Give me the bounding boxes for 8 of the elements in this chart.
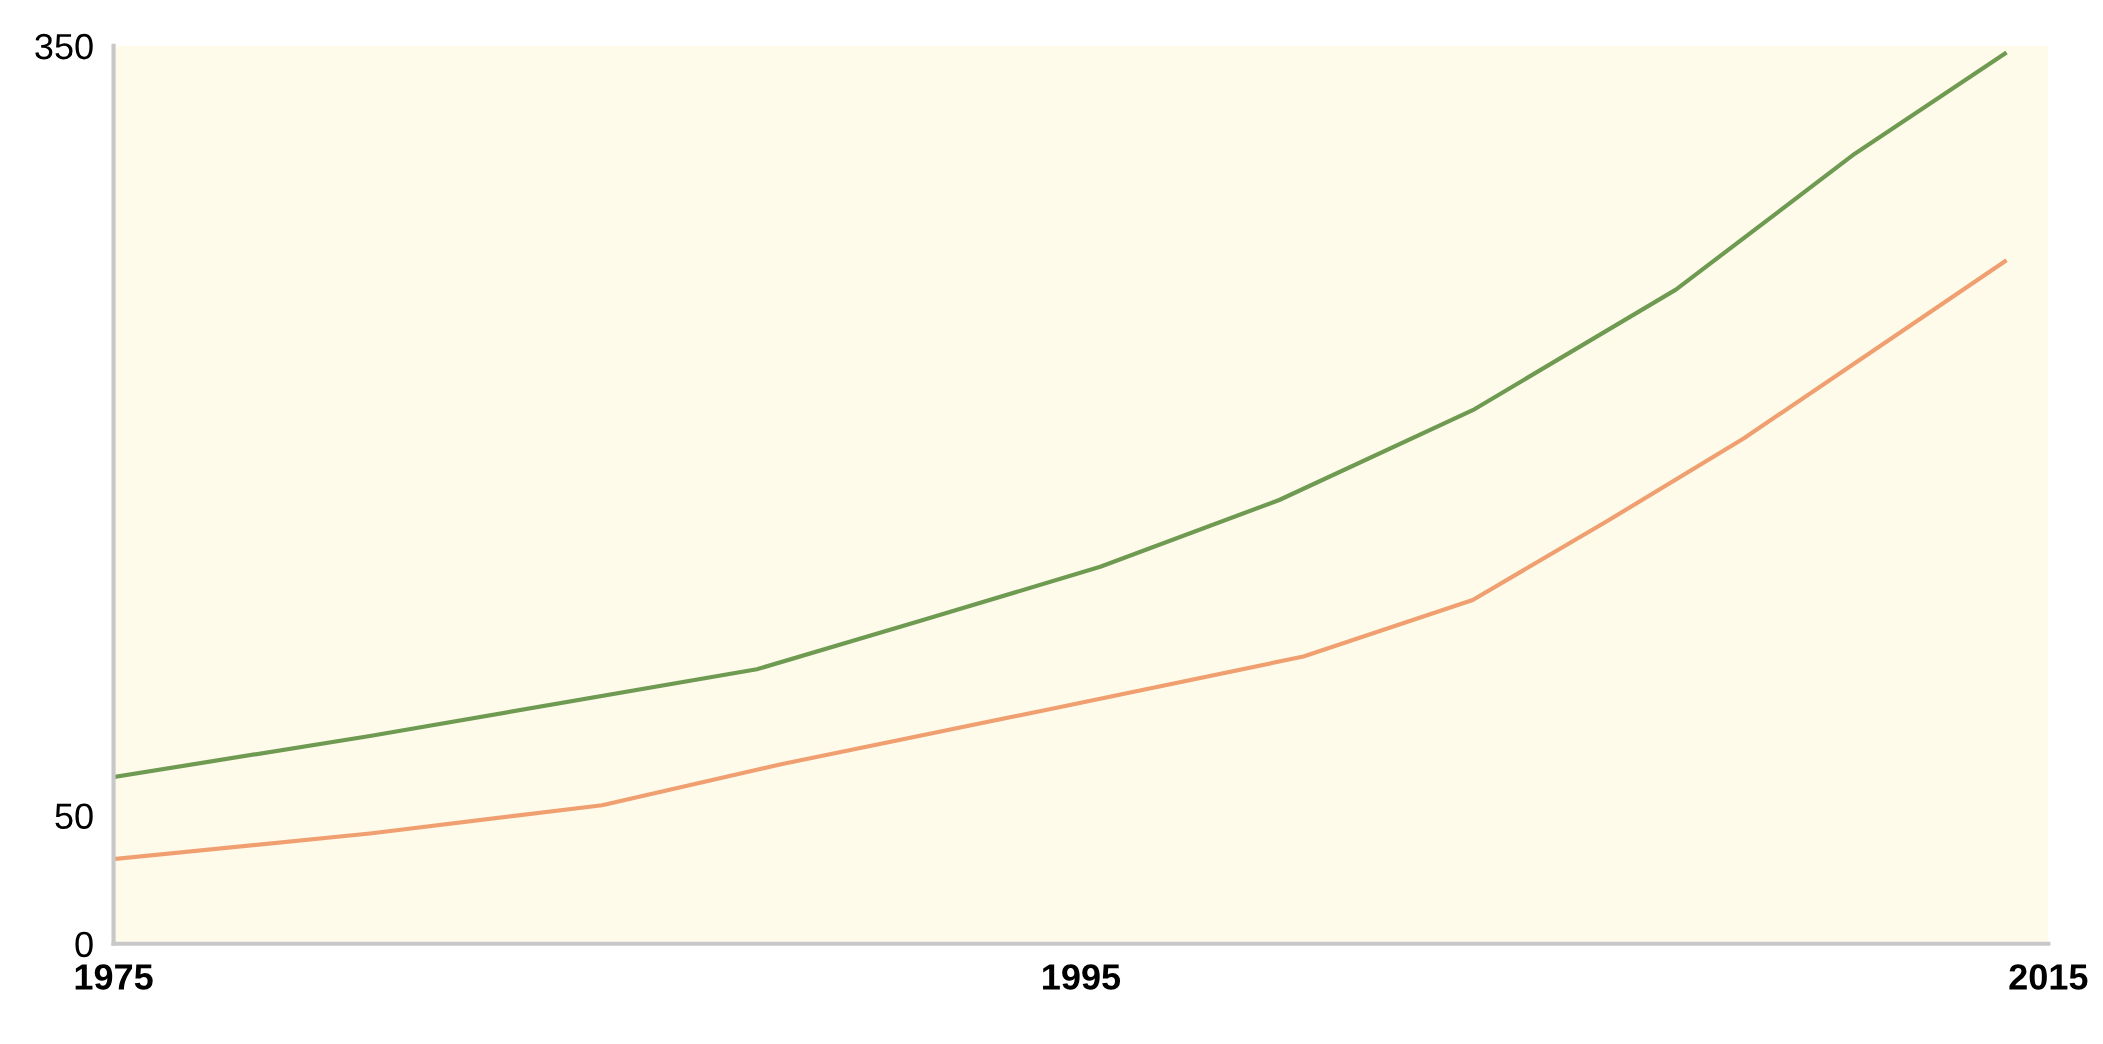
line-series — [113, 259, 2007, 862]
y-tick-label: 350 — [35, 33, 93, 60]
y-tick-label: 50 — [55, 803, 93, 829]
y-tick-label: 0 — [75, 931, 93, 958]
x-tick-label: 2015 — [2009, 964, 2088, 990]
line-series — [113, 51, 2007, 780]
x-tick-label: 1995 — [1043, 964, 1121, 990]
x-tick-label: 1975 — [75, 964, 153, 990]
